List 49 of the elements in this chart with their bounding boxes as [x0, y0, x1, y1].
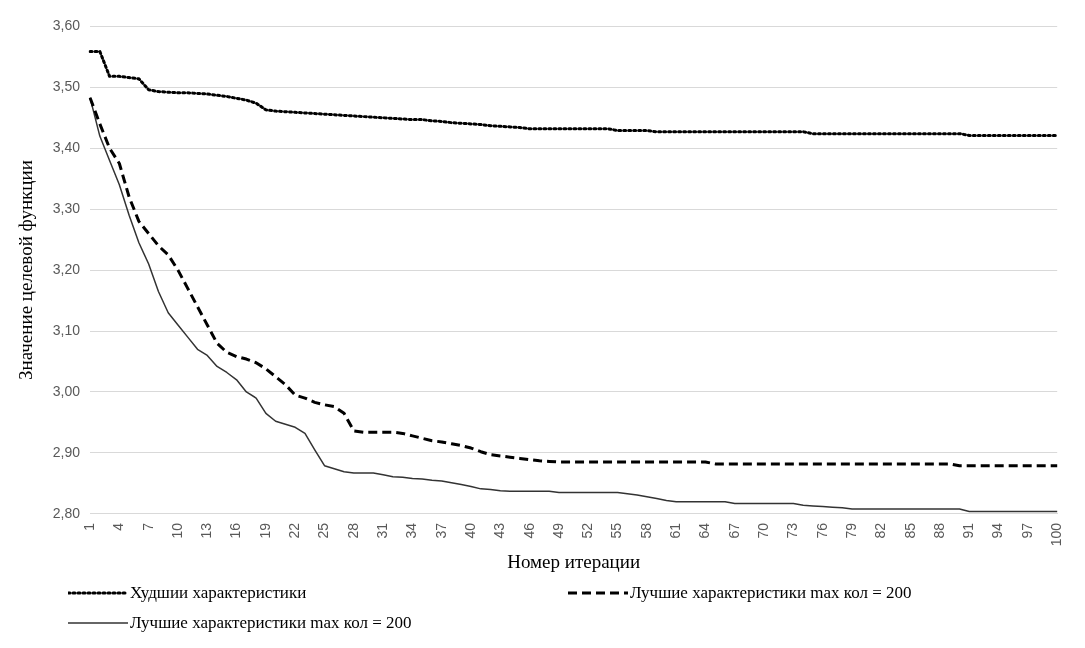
- y-tick-label: 3,00: [52, 382, 81, 399]
- y-axis-title: Значение целевой функции: [15, 160, 37, 381]
- x-tick-label: 79: [842, 522, 859, 539]
- y-tick-label: 3,50: [52, 78, 81, 95]
- x-tick-label: 61: [667, 522, 684, 539]
- x-tick-label: 34: [403, 522, 420, 539]
- x-tick-label: 94: [989, 522, 1006, 539]
- x-tick-label: 70: [754, 522, 771, 539]
- x-tick-label: 64: [696, 522, 713, 539]
- x-tick-label: 88: [930, 522, 947, 539]
- x-axis-title: Номер итерации: [507, 550, 641, 572]
- x-tick-label: 43: [491, 522, 508, 539]
- x-tick-label: 76: [813, 522, 830, 539]
- x-tick-label: 67: [725, 522, 742, 539]
- y-tick-label: 2,90: [52, 443, 81, 460]
- legend-label: Лучшие характеристики max кол = 200: [130, 613, 412, 633]
- x-tick-label: 25: [315, 522, 332, 539]
- x-tick-label: 85: [901, 522, 918, 539]
- x-tick-label: 82: [872, 522, 889, 539]
- x-tick-label: 37: [432, 522, 449, 539]
- x-tick-label: 100: [1048, 522, 1065, 547]
- x-tick-label: 16: [227, 522, 244, 539]
- x-tick-label: 55: [608, 522, 625, 539]
- y-tick-label: 3,20: [52, 260, 81, 277]
- x-tick-label: 46: [520, 522, 537, 539]
- x-tick-label: 91: [960, 522, 977, 539]
- x-tick-label: 97: [1018, 522, 1035, 539]
- x-tick-label: 49: [549, 522, 566, 539]
- y-tick-label: 2,80: [52, 504, 81, 521]
- x-tick-label: 31: [373, 522, 390, 539]
- x-tick-label: 40: [461, 522, 478, 539]
- x-tick-label: 4: [110, 522, 127, 531]
- x-tick-label: 1: [80, 522, 97, 531]
- y-tick-label: 3,30: [52, 200, 81, 217]
- x-tick-label: 73: [784, 522, 801, 539]
- y-tick-label: 3,10: [52, 321, 81, 338]
- y-tick-label: 3,60: [52, 17, 81, 34]
- x-tick-label: 7: [139, 522, 156, 531]
- line-series: [88, 49, 1059, 137]
- x-tick-label: 13: [198, 522, 215, 539]
- legend-label: Лучшие характеристики max кол = 200: [630, 583, 912, 603]
- x-tick-label: 52: [579, 522, 596, 539]
- y-tick-label: 3,40: [52, 139, 81, 156]
- legend-label: Худшии характеристики: [130, 583, 307, 603]
- x-tick-label: 10: [168, 522, 185, 539]
- x-tick-label: 58: [637, 522, 654, 539]
- x-tick-label: 22: [286, 522, 303, 539]
- x-tick-label: 28: [344, 522, 361, 539]
- x-tick-label: 19: [256, 522, 273, 539]
